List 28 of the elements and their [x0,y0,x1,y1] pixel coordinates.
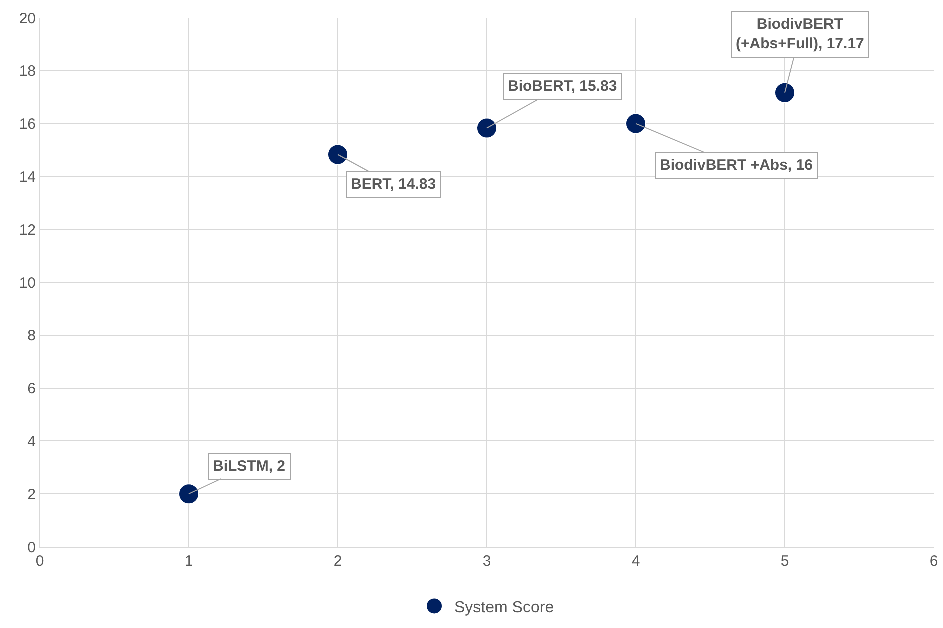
y-tick-label: 6 [28,380,36,398]
point [328,144,348,166]
x-tick-label: 6 [930,553,938,570]
y-tick-label: 12 [19,222,36,239]
x-tick-label: 3 [482,553,492,570]
point [476,118,498,139]
annotation: BERT, 14.83 [351,176,436,193]
point [626,113,646,134]
y-tick-label: 8 [28,328,36,345]
point [774,82,796,104]
y-tick-label: 2 [28,486,36,504]
point [178,484,200,505]
x-tick-label: 1 [184,553,194,570]
legend-label: System Score [454,599,554,616]
annotation: BiodivBERT +Abs, 16 [660,157,813,174]
annotation: BiLSTM, 2 [213,458,286,475]
annotation: BioBERT, 15.83 [508,78,618,95]
y-tick-label: 10 [19,274,36,292]
y-tick-label: 20 [19,10,36,28]
y-tick-label: 18 [19,63,36,80]
y-tick-label: 0 [28,539,36,556]
x-tick-label: 5 [780,553,790,570]
x-tick-label: 2 [334,553,342,570]
y-tick-label: 14 [19,168,36,186]
x-tick-label: 4 [632,553,640,570]
y-tick-label: 4 [28,433,36,450]
y-tick-label: 16 [19,116,36,134]
annotation: BiodivBERT (+Abs+Full), 17.17 [736,16,864,52]
